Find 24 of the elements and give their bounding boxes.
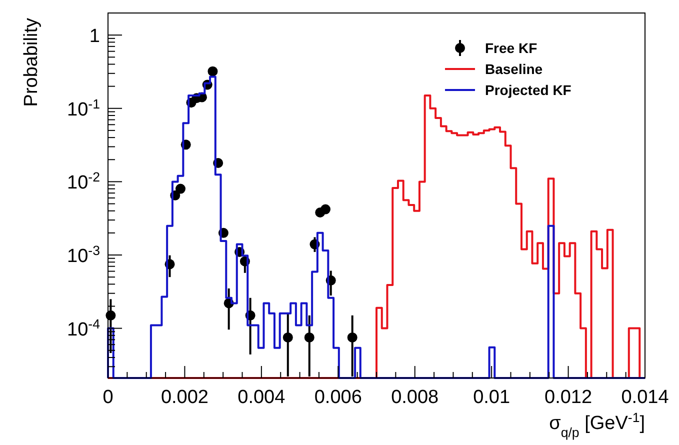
x-tick-label: 0.002 <box>160 387 208 408</box>
x-tick-label: 0.004 <box>238 387 286 408</box>
legend-label: Baseline <box>485 61 543 77</box>
y-axis-title: Probability <box>21 18 42 107</box>
point <box>175 184 186 194</box>
x-tick-label: 0.008 <box>391 387 439 408</box>
legend-label: Free KF <box>485 40 538 56</box>
x-tick-label: 0.012 <box>544 387 592 408</box>
y-tick-label: 1 <box>89 26 100 48</box>
y-tick-label: 10$^{-3}$ <box>67 242 100 267</box>
x-tick-label: 0.01 <box>473 387 510 408</box>
point <box>320 204 330 214</box>
point <box>304 332 314 342</box>
point <box>347 332 358 342</box>
x-tick-label: 0.014 <box>621 387 670 408</box>
point <box>282 332 293 342</box>
y-tick-label: 10$^{-1}$ <box>67 96 100 120</box>
y-tick-label: 10$^{-2}$ <box>67 169 100 194</box>
x-axis-title: σ$_{q/p}$ [GeV$^{-1}$] <box>549 410 645 440</box>
point <box>208 66 218 76</box>
x-tick-label: 0 <box>102 387 114 408</box>
x-tick-label: 0.006 <box>314 387 362 408</box>
y-tick-label: 10$^{-4}$ <box>67 316 100 340</box>
legend-label: Projected KF <box>485 82 572 98</box>
